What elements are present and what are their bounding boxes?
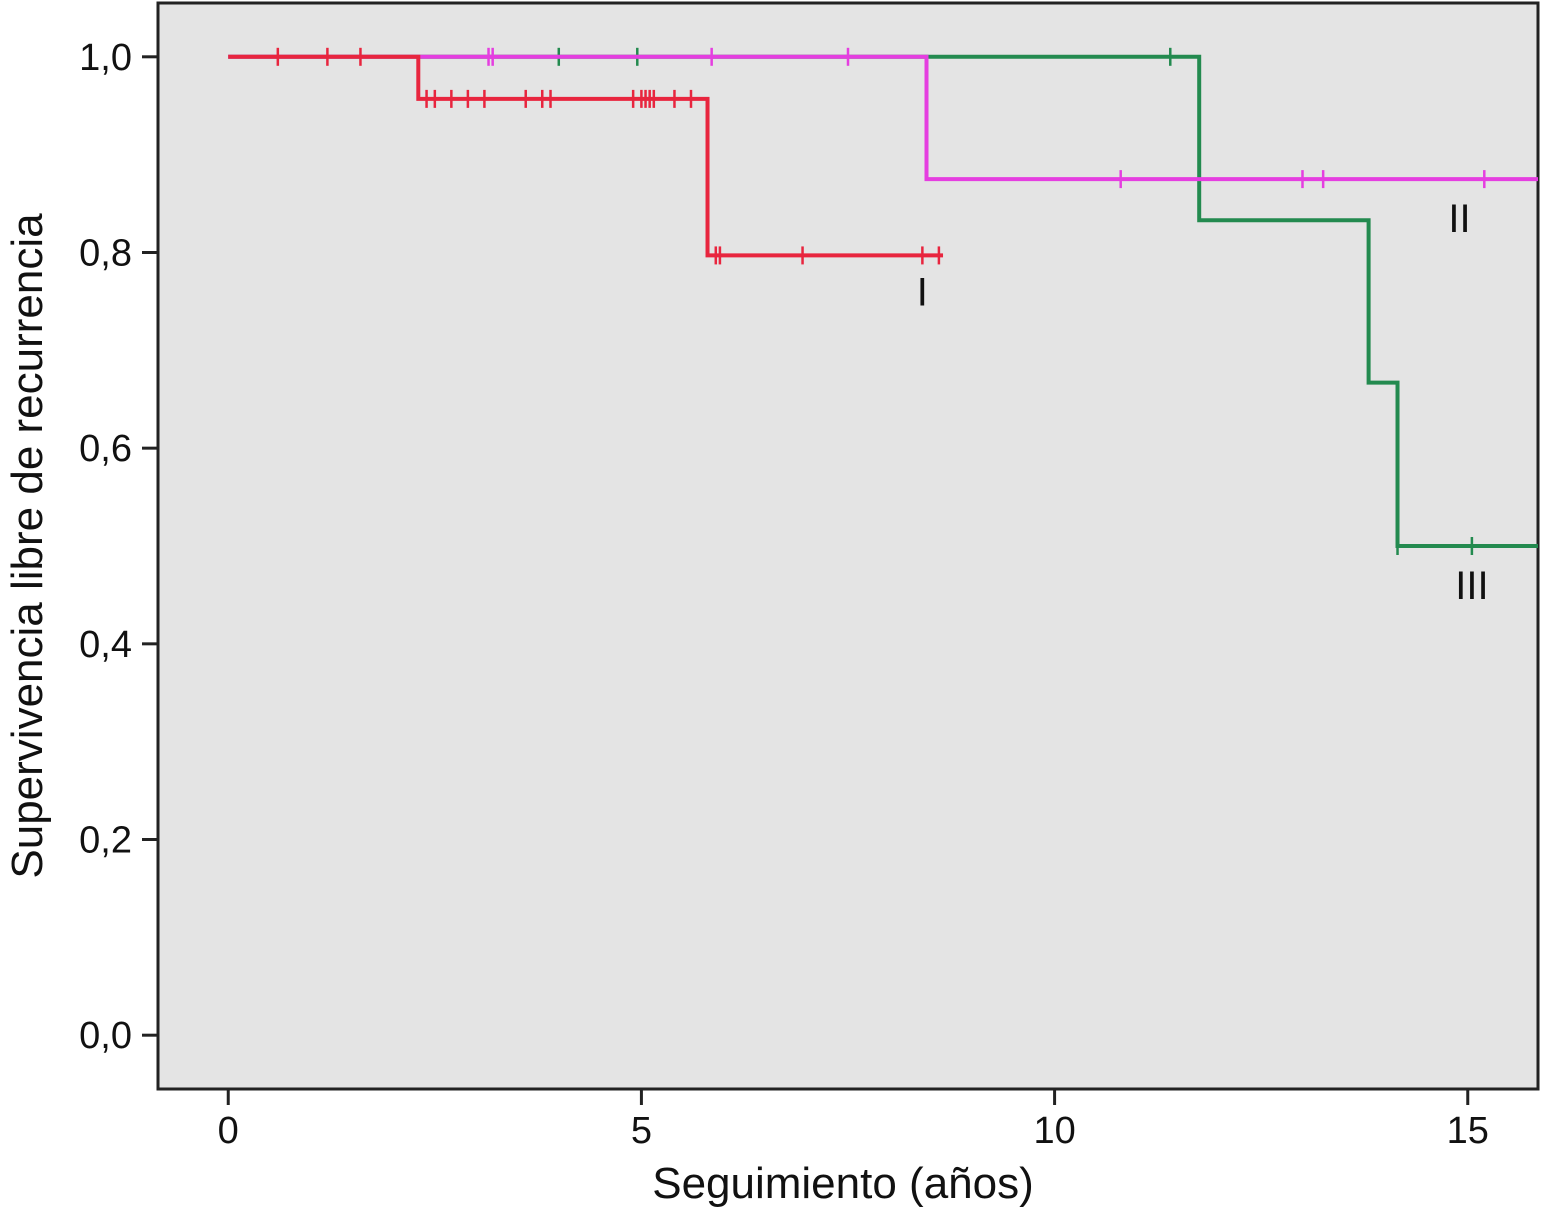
x-tick-label: 5	[631, 1110, 652, 1152]
survival-curve-III	[228, 54, 1538, 548]
plot-area	[156, 1, 1540, 1091]
y-tick-label: 0,4	[79, 624, 132, 666]
x-axis-title: Seguimiento (años)	[652, 1159, 1034, 1208]
x-tick-label: 15	[1447, 1110, 1489, 1152]
x-tick-label: 0	[218, 1110, 239, 1152]
x-tick-label: 10	[1033, 1110, 1075, 1152]
y-tick-label: 0,0	[79, 1015, 132, 1057]
y-axis-title: Supervivencia libre de recurrencia	[3, 213, 52, 879]
y-tick-label: 0,6	[79, 428, 132, 470]
survival-curve-II	[228, 54, 1538, 182]
x-axis: 0 5 10 15	[158, 1087, 1538, 1152]
y-tick-label: 0,8	[79, 232, 132, 274]
y-tick-label: 0,2	[79, 820, 132, 862]
curve-label-II: II	[1448, 197, 1470, 241]
curve-label-I: I	[917, 271, 928, 315]
survival-curve-I	[228, 54, 944, 258]
curve-label-III: III	[1455, 564, 1488, 608]
y-axis: 0,0 0,2 0,4 0,6 0,8 1,0	[79, 3, 160, 1089]
y-tick-label: 1,0	[79, 37, 132, 79]
